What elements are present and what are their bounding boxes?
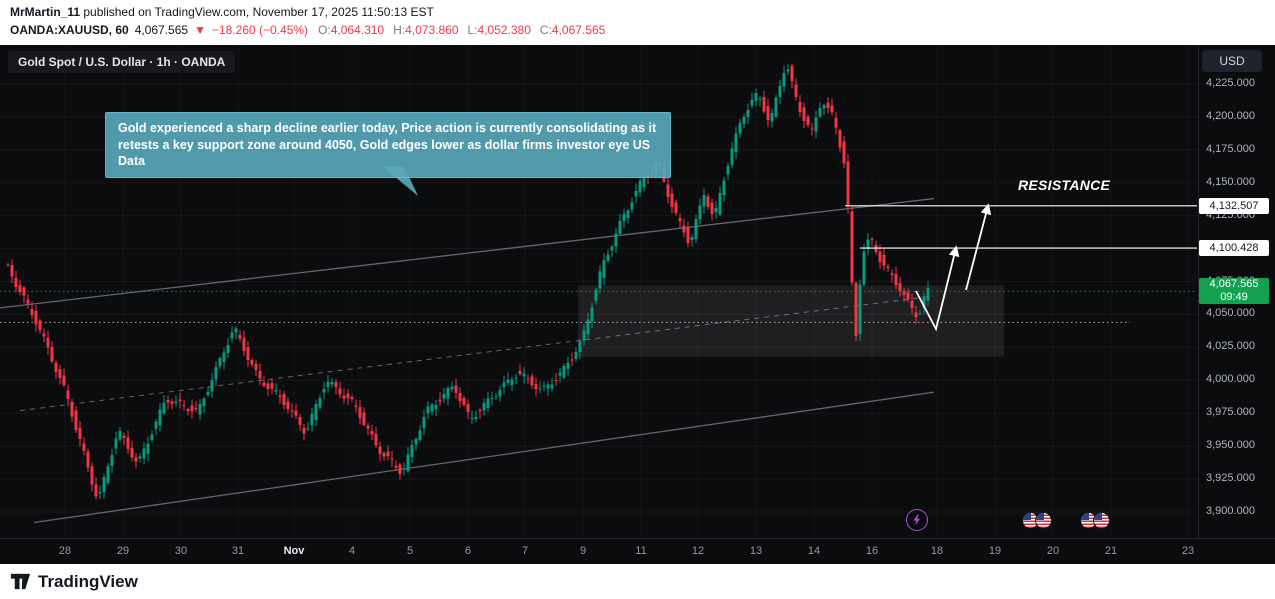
last-price-badge-value: 4,067.565 bbox=[1209, 278, 1259, 291]
close-value: C:4,067.565 bbox=[539, 23, 606, 37]
time-tick: 19 bbox=[988, 545, 1002, 557]
publisher-name[interactable]: MrMartin_11 bbox=[10, 5, 81, 19]
economic-event-lightning-icon[interactable] bbox=[906, 509, 928, 531]
chart-area[interactable]: Gold Spot / U.S. Dollar · 1h · OANDA USD… bbox=[0, 45, 1275, 564]
resistance-label: RESISTANCE bbox=[1018, 177, 1111, 193]
footer: TradingView bbox=[0, 564, 1275, 599]
published-info: published on TradingView.com, November 1… bbox=[83, 5, 434, 19]
header: MrMartin_11 published on TradingView.com… bbox=[0, 0, 1275, 45]
time-tick: 5 bbox=[406, 545, 414, 557]
candlestick-canvas[interactable] bbox=[0, 45, 1275, 564]
low-value: L:4,052.380 bbox=[467, 23, 531, 37]
price-tick: 4,200.000 bbox=[1206, 109, 1255, 122]
time-axis[interactable]: 28 29 30 31 Nov 4 5 6 7 9 11 12 13 14 16 18 19 20 21 23 bbox=[0, 538, 1275, 564]
resistance-price-badge: 4,100.428 bbox=[1199, 240, 1269, 257]
time-tick: 13 bbox=[749, 545, 763, 557]
price-scale-separator bbox=[1198, 45, 1199, 538]
tradingview-logo-icon[interactable] bbox=[10, 571, 31, 592]
time-tick: 14 bbox=[807, 545, 821, 557]
time-tick: 23 bbox=[1181, 545, 1195, 557]
time-tick: 12 bbox=[691, 545, 705, 557]
time-tick: 16 bbox=[865, 545, 879, 557]
chart-legend[interactable]: Gold Spot / U.S. Dollar · 1h · OANDA bbox=[8, 51, 236, 73]
time-tick: 28 bbox=[58, 545, 72, 557]
candles bbox=[6, 63, 930, 500]
resistance-price-badge: 4,132.507 bbox=[1199, 197, 1269, 214]
open-value: O:4,064.310 bbox=[318, 23, 385, 37]
price-tick: 4,225.000 bbox=[1206, 77, 1255, 89]
price-tick: 4,050.000 bbox=[1206, 307, 1255, 320]
price-change: −18.260 (−0.45%) bbox=[211, 23, 309, 37]
time-tick: 31 bbox=[231, 545, 245, 557]
symbol-interval[interactable]: OANDA:XAUUSD, 60 bbox=[10, 23, 129, 37]
price-tick: 4,000.000 bbox=[1206, 373, 1255, 386]
time-tick: 18 bbox=[930, 545, 944, 557]
price-tick: 3,975.000 bbox=[1206, 406, 1255, 419]
time-tick: 11 bbox=[635, 545, 647, 557]
last-price-badge: 4,067.565 09:49 bbox=[1199, 278, 1269, 305]
time-tick: 20 bbox=[1046, 545, 1060, 557]
annotation-callout[interactable]: Gold experienced a sharp decline earlier… bbox=[105, 112, 671, 178]
high-value: H:4,073.860 bbox=[393, 23, 459, 37]
price-tick: 4,150.000 bbox=[1206, 175, 1255, 188]
last-price-value: 4,067.565 bbox=[134, 23, 189, 37]
us-flag-icon[interactable] bbox=[1081, 513, 1096, 528]
price-tick: 3,925.000 bbox=[1206, 472, 1255, 485]
price-tick: 3,950.000 bbox=[1206, 439, 1255, 452]
published-line: MrMartin_11 published on TradingView.com… bbox=[10, 5, 1275, 19]
price-tick: 3,900.000 bbox=[1206, 505, 1255, 517]
time-tick: 6 bbox=[464, 545, 472, 557]
brand-name[interactable]: TradingView bbox=[38, 571, 138, 591]
time-tick: 9 bbox=[579, 545, 587, 557]
time-tick: Nov bbox=[283, 545, 305, 557]
time-tick: 30 bbox=[174, 545, 188, 557]
time-tick: 7 bbox=[521, 545, 529, 557]
quote-line: OANDA:XAUUSD, 60 4,067.565 ▼ −18.260 (−0… bbox=[10, 23, 1275, 37]
us-flag-icon[interactable] bbox=[1023, 513, 1038, 528]
time-tick: 29 bbox=[116, 545, 130, 557]
us-flag-icon[interactable] bbox=[1036, 513, 1051, 528]
down-triangle-icon: ▼ bbox=[194, 23, 206, 37]
bar-countdown: 09:49 bbox=[1220, 291, 1248, 304]
currency-usd-button[interactable]: USD bbox=[1202, 50, 1262, 72]
ohlc-values: O:4,064.310 H:4,073.860 L:4,052.380 C:4,… bbox=[318, 23, 605, 37]
time-tick: 4 bbox=[348, 545, 356, 557]
price-tick: 4,175.000 bbox=[1206, 142, 1255, 155]
us-flag-icon[interactable] bbox=[1094, 513, 1109, 528]
time-tick: 21 bbox=[1104, 545, 1118, 557]
price-tick: 4,025.000 bbox=[1206, 340, 1255, 353]
